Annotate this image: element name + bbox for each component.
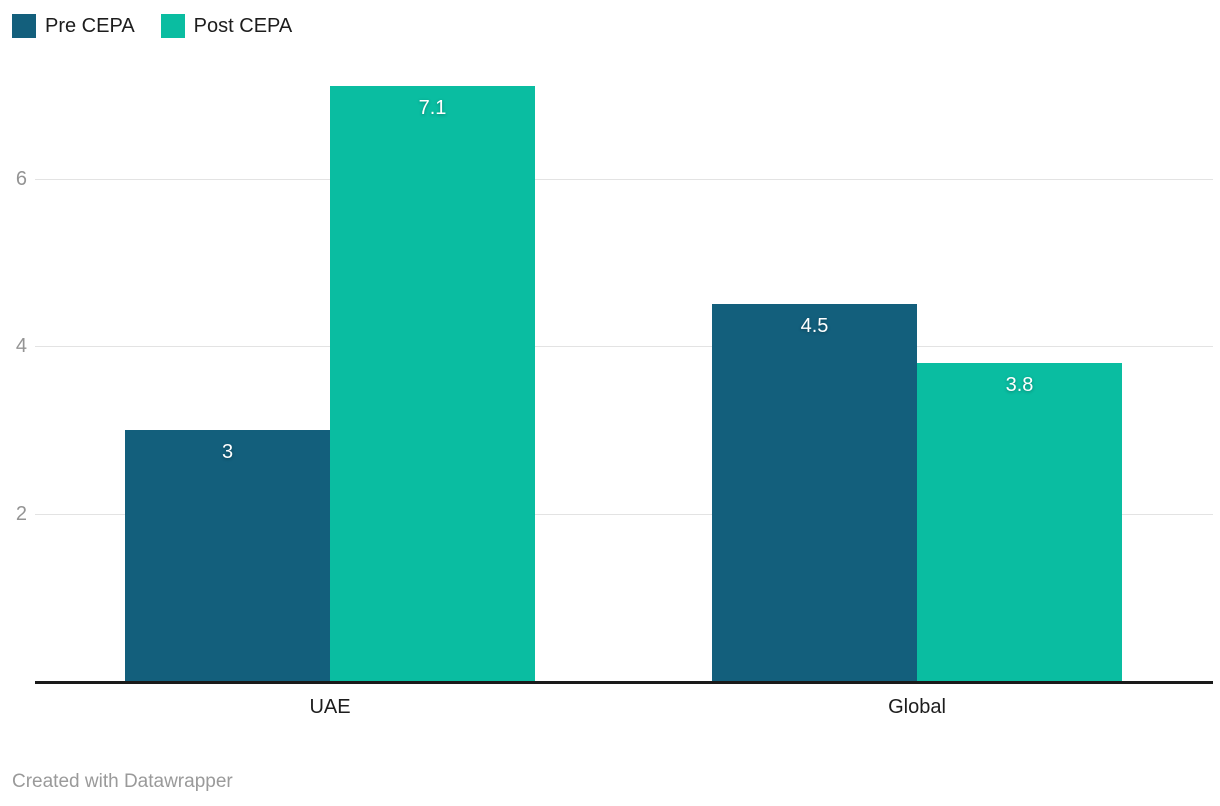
x-axis-line [35,681,1213,684]
legend-label-post-cepa: Post CEPA [193,15,293,37]
chart-footer: Created with Datawrapper [12,771,233,793]
datawrapper-credit-link[interactable]: Created with Datawrapper [12,771,233,792]
gridline-y-6 [35,178,1213,180]
category-label-global: Global [888,696,946,718]
gridline-y-2 [35,513,1213,515]
category-label-uae: UAE [309,696,351,718]
legend-item-pre-cepa: Pre CEPA [12,14,135,38]
bar-value-label: 3.8 [1005,373,1034,396]
bar-value-label: 4.5 [800,315,829,338]
y-axis-tick-label: 6 [15,167,27,190]
gridline-y-4 [35,346,1213,347]
legend: Pre CEPA Post CEPA [12,14,292,38]
legend-swatch-post-cepa [160,14,185,38]
legend-swatch-pre-cepa [12,14,36,38]
legend-label-pre-cepa: Pre CEPA [45,15,135,37]
bar-pre-cepa-uae [125,429,330,683]
y-axis-tick-label: 4 [15,335,27,357]
bar-value-label: 7.1 [418,97,447,120]
bar-value-label: 3 [221,440,234,463]
bar-post-cepa-global [917,362,1122,683]
y-axis-tick-label: 2 [15,502,27,525]
bar-post-cepa-uae [330,86,535,683]
legend-item-post-cepa: Post CEPA [160,14,293,38]
bar-pre-cepa-global [712,304,917,683]
